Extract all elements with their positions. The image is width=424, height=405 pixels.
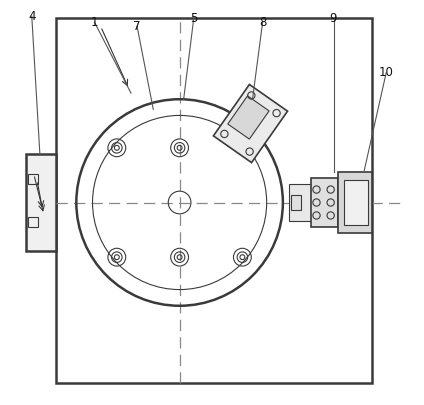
Text: 9: 9: [330, 12, 337, 25]
Bar: [343, 180, 368, 225]
Bar: [26, 154, 56, 251]
Polygon shape: [228, 96, 269, 139]
Bar: [338, 172, 372, 233]
Text: 1: 1: [91, 16, 98, 29]
Polygon shape: [213, 85, 287, 162]
Bar: [56, 18, 372, 383]
Bar: [291, 195, 301, 210]
Bar: [28, 217, 38, 227]
Bar: [28, 174, 38, 184]
Text: 7: 7: [133, 20, 141, 33]
Text: 4: 4: [28, 10, 36, 23]
Text: 10: 10: [379, 66, 393, 79]
Bar: [289, 184, 311, 221]
Text: 8: 8: [259, 16, 266, 29]
Text: 5: 5: [190, 12, 198, 25]
Bar: [311, 178, 338, 227]
